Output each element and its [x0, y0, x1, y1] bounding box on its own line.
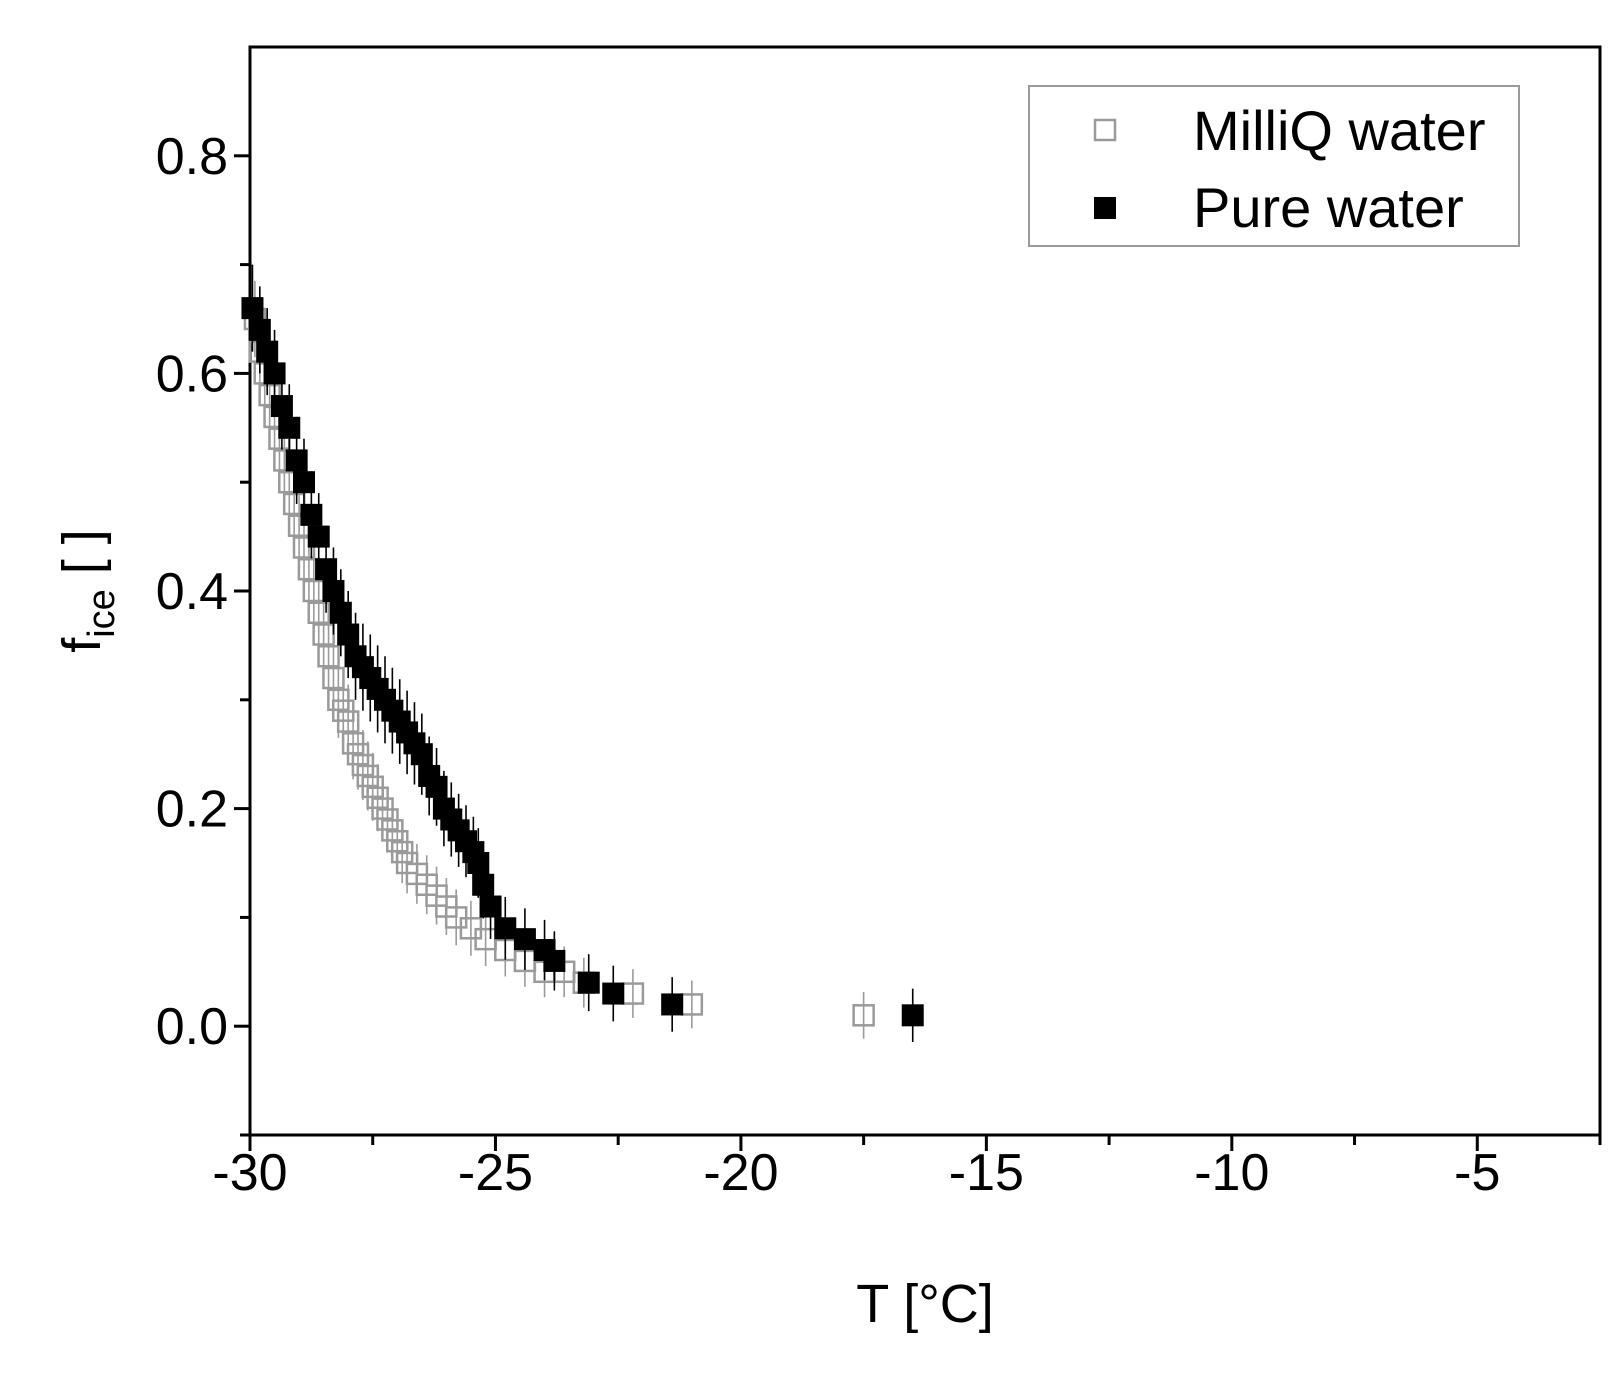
y-axis-title-subscript: ice [81, 589, 123, 638]
data-point [302, 579, 326, 603]
data-point [602, 982, 625, 1005]
data-point [285, 449, 308, 472]
data-point [661, 993, 684, 1016]
data-point [901, 1004, 924, 1027]
data-point [322, 580, 345, 602]
x-axis-title: T [°C] [856, 1274, 994, 1334]
data-point [315, 558, 338, 581]
data-point [852, 1004, 875, 1027]
data-point [621, 982, 645, 1005]
data-point [577, 971, 600, 994]
y-tick-label: 0.6 [156, 345, 228, 403]
x-tick-label: -30 [212, 1144, 287, 1202]
data-point [307, 525, 330, 548]
data-point [241, 297, 264, 320]
data-point [479, 895, 502, 918]
data-point [329, 601, 352, 624]
y-tick-label: 0.8 [156, 128, 228, 186]
data-point [312, 623, 335, 646]
y-axis-title: fice [ ] [52, 529, 123, 653]
x-tick-label: -10 [1194, 1144, 1269, 1202]
series-pure-water [241, 264, 924, 1043]
data-point [263, 362, 286, 385]
data-point [410, 743, 433, 766]
data-point [336, 710, 360, 733]
data-point [248, 318, 271, 341]
legend-marker-milliq-water [1093, 118, 1117, 142]
tick-labels: -30 -25 -20 -15 -10 -5 0.0 0.2 0.4 0.6 0.8 [156, 128, 1501, 1202]
axis-ticks [234, 154, 1602, 1151]
data-point [322, 666, 345, 690]
legend: MilliQ water Pure water [1028, 85, 1520, 247]
y-axis-title-main: f [52, 637, 112, 653]
data-point [278, 416, 301, 439]
data-point [472, 873, 495, 896]
data-point [494, 917, 517, 940]
y-tick-label: 0.0 [156, 998, 228, 1056]
series-milliq-water [243, 280, 875, 1039]
y-tick-label: 0.4 [156, 563, 228, 621]
data-point [467, 852, 490, 874]
x-tick-label: -20 [703, 1144, 778, 1202]
x-tick-label: -15 [949, 1144, 1024, 1202]
legend-marker-pure-water [1094, 197, 1116, 219]
data-point [474, 927, 497, 951]
legend-label-milliq-water: MilliQ water [1193, 99, 1485, 162]
y-tick-label: 0.2 [156, 781, 228, 839]
data-point [680, 993, 704, 1016]
data-point [337, 623, 360, 646]
legend-label-pure-water: Pure water [1193, 176, 1464, 239]
data-point [300, 503, 323, 526]
data-point [256, 340, 279, 363]
x-tick-label: -5 [1454, 1144, 1500, 1202]
plot-marks [241, 264, 924, 1043]
legend-frame [1028, 85, 1520, 247]
data-point [317, 645, 340, 668]
data-point [293, 471, 315, 494]
data-point [513, 928, 536, 951]
data-point [543, 949, 566, 972]
data-point [270, 395, 293, 418]
y-axis-title-unit: [ ] [52, 529, 112, 589]
data-point [425, 775, 448, 798]
data-point [307, 601, 330, 625]
x-tick-label: -25 [458, 1144, 533, 1202]
